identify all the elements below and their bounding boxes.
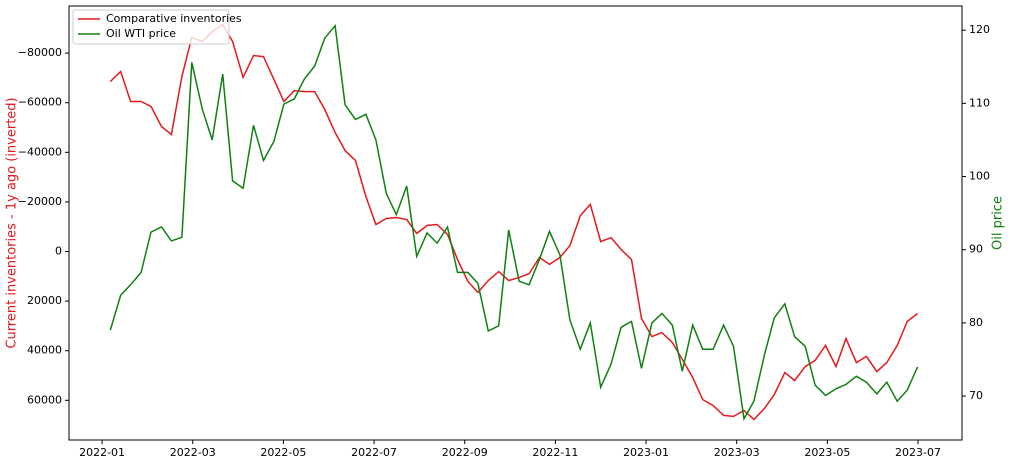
legend-box — [72, 9, 230, 45]
y2-tick-label: 70 — [969, 389, 983, 402]
legend-label: Oil WTI price — [106, 27, 176, 40]
y-tick-label: 0 — [55, 245, 62, 258]
x-tick-label: 2022-11 — [532, 446, 578, 459]
y-tick-label: −60000 — [18, 96, 62, 109]
y-axis-label: Current inventories - 1y ago (inverted) — [5, 97, 20, 348]
x-tick-label: 2022-03 — [170, 446, 216, 459]
x-tick-label: 2022-05 — [260, 446, 306, 459]
y2-tick-label: 100 — [969, 170, 990, 183]
legend: Comparative inventories Oil WTI price — [72, 9, 242, 45]
x-tick-label: 2023-01 — [623, 446, 669, 459]
plot-frame — [68, 5, 963, 441]
y2-tick-label: 90 — [969, 243, 983, 256]
y-tick-label: −20000 — [18, 195, 62, 208]
legend-label: Comparative inventories — [106, 12, 242, 25]
y-tick-label: 60000 — [27, 393, 62, 406]
y-tick-label: −40000 — [18, 145, 62, 158]
y-tick-label: −80000 — [18, 46, 62, 59]
x-tick-label: 2022-01 — [79, 446, 125, 459]
x-tick-label: 2023-07 — [895, 446, 941, 459]
y-tick-label: 40000 — [27, 344, 62, 357]
x-tick-label: 2022-07 — [351, 446, 397, 459]
y2-tick-label: 120 — [969, 23, 990, 36]
x-tick-label: 2022-09 — [442, 446, 488, 459]
series-line — [109, 24, 919, 422]
y2-tick-label: 80 — [969, 316, 983, 329]
series-line — [109, 23, 919, 421]
x-tick-label: 2023-03 — [714, 446, 760, 459]
y2-tick-label: 110 — [969, 96, 990, 109]
x-tick-label: 2023-05 — [804, 446, 850, 459]
y2-axis-label: Oil price — [991, 196, 1006, 250]
y-tick-label: 20000 — [27, 294, 62, 307]
